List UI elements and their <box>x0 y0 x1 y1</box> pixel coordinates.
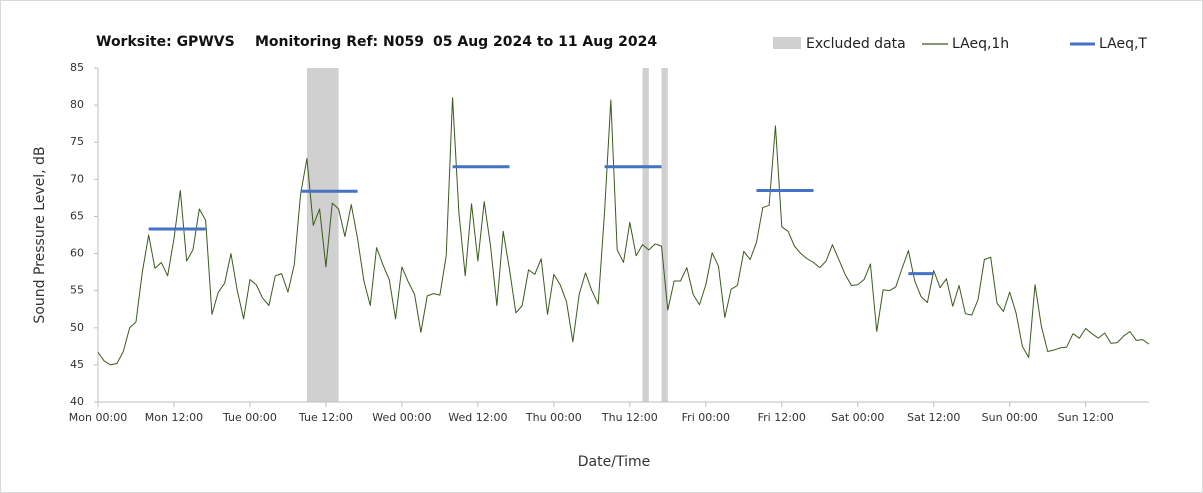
y-tick-label: 85 <box>70 61 84 74</box>
title-worksite: Worksite: GPWVS <box>96 34 235 50</box>
x-tick-label: Tue 00:00 <box>222 411 277 424</box>
x-tick-label: Fri 00:00 <box>682 411 730 424</box>
x-tick-label: Fri 12:00 <box>758 411 806 424</box>
x-tick-label: Mon 12:00 <box>145 411 203 424</box>
excluded-band <box>661 68 668 402</box>
series-line <box>97 97 1150 366</box>
y-tick-label: 45 <box>70 358 84 371</box>
x-tick-label: Mon 00:00 <box>69 411 127 424</box>
legend-label: Excluded data <box>806 36 906 52</box>
y-tick-label: 80 <box>70 98 84 111</box>
y-axis-label: Sound Pressure Level, dB <box>32 146 48 323</box>
legend-label: LAeq,1h <box>952 36 1009 52</box>
x-tick-label: Sun 00:00 <box>982 411 1038 424</box>
y-tick-label: 55 <box>70 284 84 297</box>
x-tick-label: Wed 12:00 <box>448 411 507 424</box>
excluded-band <box>642 68 649 402</box>
y-tick-label: 65 <box>70 209 84 222</box>
y-tick-label: 70 <box>70 172 84 185</box>
x-tick-label: Thu 00:00 <box>525 411 582 424</box>
y-tick-label: 75 <box>70 135 84 148</box>
x-tick-label: Thu 12:00 <box>601 411 658 424</box>
x-tick-label: Sun 12:00 <box>1058 411 1114 424</box>
y-tick-label: 60 <box>70 247 84 260</box>
x-tick-label: Sat 00:00 <box>831 411 884 424</box>
title-period: 05 Aug 2024 to 11 Aug 2024 <box>433 34 657 50</box>
title-reference: Monitoring Ref: N059 <box>255 34 424 50</box>
x-tick-label: Tue 12:00 <box>298 411 353 424</box>
x-tick-label: Sat 12:00 <box>907 411 960 424</box>
x-axis-label: Date/Time <box>578 454 650 470</box>
y-tick-label: 40 <box>70 395 84 408</box>
legend-swatch-excluded <box>773 37 801 49</box>
x-tick-label: Wed 00:00 <box>372 411 431 424</box>
y-tick-label: 50 <box>70 321 84 334</box>
legend-label: LAeq,T <box>1099 36 1147 52</box>
